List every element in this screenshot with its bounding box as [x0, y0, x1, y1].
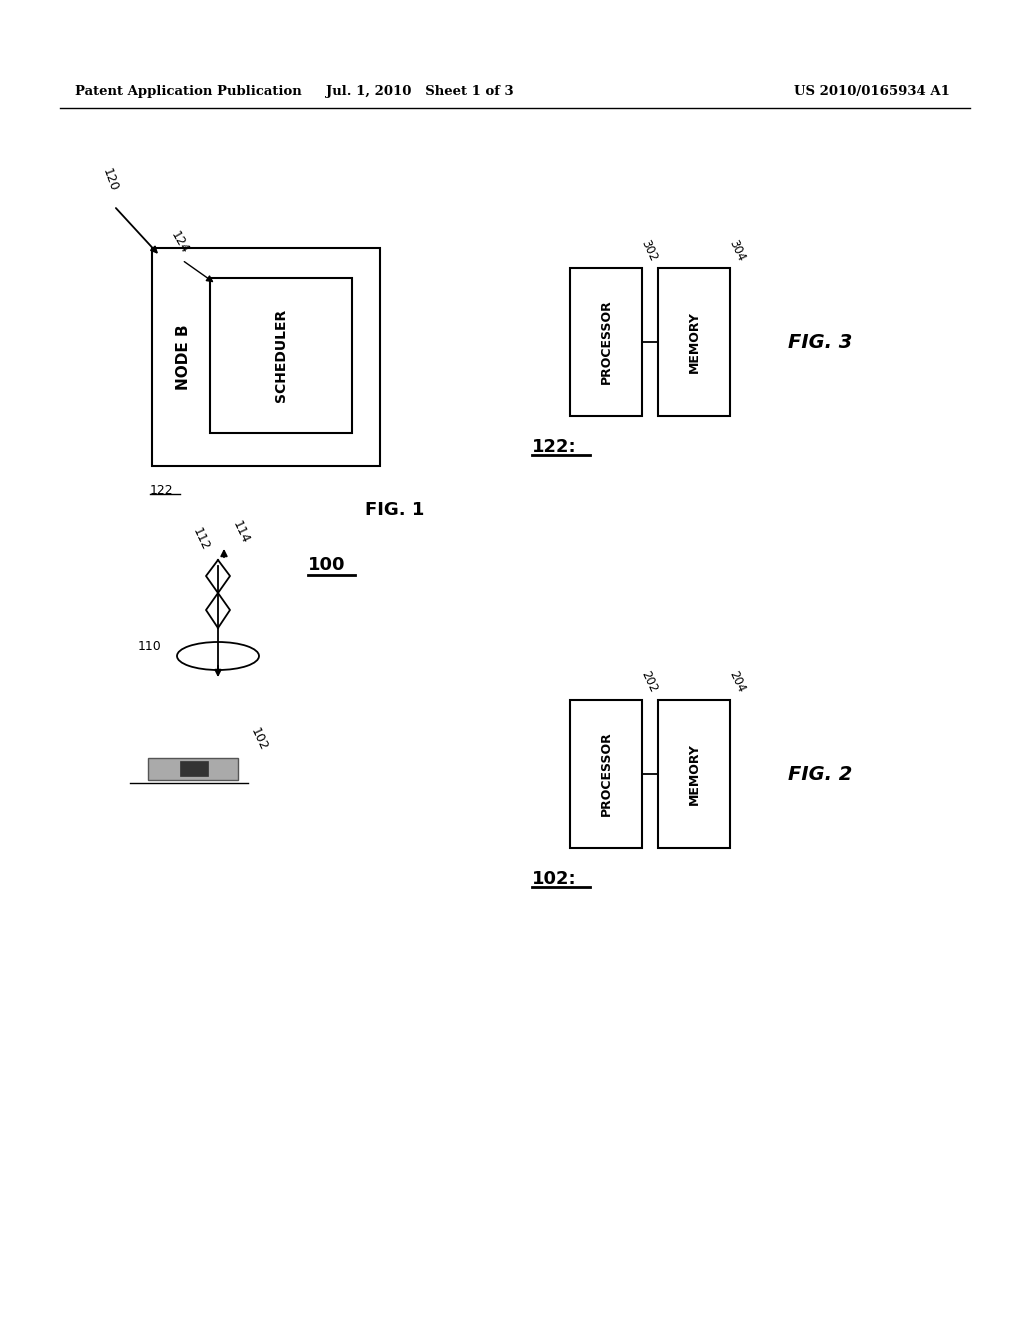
Text: 304: 304 — [726, 238, 748, 263]
Text: 302: 302 — [638, 238, 659, 263]
Text: 100: 100 — [308, 556, 345, 574]
Text: FIG. 2: FIG. 2 — [787, 766, 852, 784]
Text: 120: 120 — [100, 166, 121, 193]
Text: MEMORY: MEMORY — [687, 743, 700, 805]
Text: FIG. 1: FIG. 1 — [366, 502, 425, 519]
Text: Jul. 1, 2010   Sheet 1 of 3: Jul. 1, 2010 Sheet 1 of 3 — [327, 86, 514, 99]
Text: 122: 122 — [150, 484, 174, 498]
Text: 122:: 122: — [532, 438, 577, 455]
Bar — [570, 700, 642, 847]
Text: 124: 124 — [168, 230, 191, 256]
Bar — [152, 248, 380, 466]
Text: SCHEDULER: SCHEDULER — [274, 309, 288, 403]
Text: NODE B: NODE B — [176, 325, 191, 389]
Text: PROCESSOR: PROCESSOR — [599, 300, 612, 384]
Text: 102: 102 — [248, 726, 269, 752]
Bar — [570, 268, 642, 416]
Text: 112: 112 — [190, 527, 212, 553]
Text: 202: 202 — [638, 669, 659, 696]
Text: FIG. 3: FIG. 3 — [787, 333, 852, 351]
Bar — [658, 268, 730, 416]
Text: 204: 204 — [726, 669, 748, 696]
Text: MEMORY: MEMORY — [687, 312, 700, 374]
Text: US 2010/0165934 A1: US 2010/0165934 A1 — [795, 86, 950, 99]
Bar — [148, 758, 238, 780]
Text: 110: 110 — [138, 640, 162, 653]
Bar — [210, 279, 352, 433]
Ellipse shape — [177, 642, 259, 671]
Text: PROCESSOR: PROCESSOR — [599, 731, 612, 816]
Text: 102:: 102: — [532, 870, 577, 888]
Bar — [658, 700, 730, 847]
Bar — [180, 762, 208, 776]
Text: 114: 114 — [230, 519, 252, 546]
Text: Patent Application Publication: Patent Application Publication — [75, 86, 302, 99]
